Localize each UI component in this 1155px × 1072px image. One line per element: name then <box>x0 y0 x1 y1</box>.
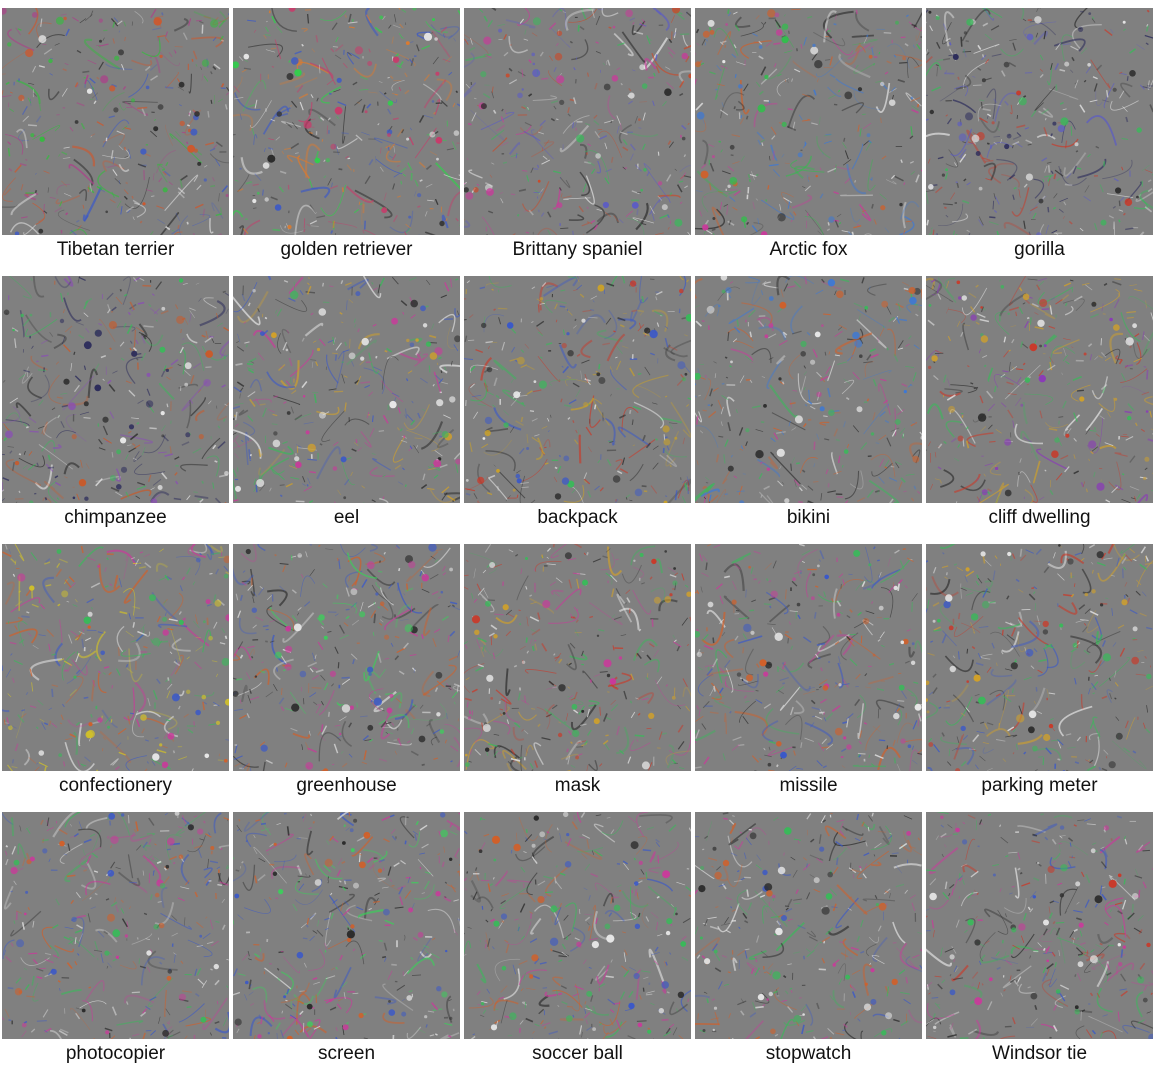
class-cell: Tibetan terrier <box>2 8 229 268</box>
class-label: stopwatch <box>765 1043 852 1064</box>
class-label: screen <box>317 1043 376 1064</box>
class-visualization-image <box>464 8 691 235</box>
class-visualization-image <box>695 8 922 235</box>
class-visualization-image <box>233 812 460 1039</box>
class-label: Tibetan terrier <box>56 239 175 260</box>
class-cell: cliff dwelling <box>926 276 1153 536</box>
class-cell: Arctic fox <box>695 8 922 268</box>
class-visualization-image <box>695 276 922 503</box>
class-label: chimpanzee <box>64 507 167 528</box>
class-label: photocopier <box>65 1043 166 1064</box>
class-visualization-image <box>926 544 1153 771</box>
class-cell: stopwatch <box>695 812 922 1072</box>
class-label: golden retriever <box>280 239 413 260</box>
class-label: bikini <box>786 507 831 528</box>
class-label: greenhouse <box>296 775 397 796</box>
class-cell: soccer ball <box>464 812 691 1072</box>
class-cell: bikini <box>695 276 922 536</box>
class-cell: eel <box>233 276 460 536</box>
class-visualization-image <box>926 8 1153 235</box>
class-label: missile <box>779 775 838 796</box>
class-cell: photocopier <box>2 812 229 1072</box>
class-label: Windsor tie <box>991 1043 1088 1064</box>
class-cell: greenhouse <box>233 544 460 804</box>
class-visualization-image <box>233 544 460 771</box>
class-visualization-image <box>2 276 229 503</box>
class-visualization-image <box>695 544 922 771</box>
class-visualization-image <box>2 8 229 235</box>
class-visualization-image <box>233 8 460 235</box>
class-visualization-grid: Tibetan terrier golden retriever Brittan… <box>2 8 1154 1072</box>
class-label: soccer ball <box>532 1043 623 1064</box>
class-cell: missile <box>695 544 922 804</box>
class-label: mask <box>554 775 601 796</box>
class-cell: confectionery <box>2 544 229 804</box>
class-cell: backpack <box>464 276 691 536</box>
class-cell: screen <box>233 812 460 1072</box>
class-label: gorilla <box>1014 239 1065 260</box>
class-label: eel <box>333 507 360 528</box>
class-visualization-image <box>2 544 229 771</box>
class-label: backpack <box>537 507 618 528</box>
class-visualization-image <box>233 276 460 503</box>
class-cell: Windsor tie <box>926 812 1153 1072</box>
class-label: parking meter <box>981 775 1098 796</box>
class-label: Arctic fox <box>769 239 848 260</box>
class-visualization-image <box>464 812 691 1039</box>
class-visualization-image <box>926 812 1153 1039</box>
class-cell: chimpanzee <box>2 276 229 536</box>
class-visualization-image <box>464 276 691 503</box>
class-label: confectionery <box>58 775 172 796</box>
class-cell: mask <box>464 544 691 804</box>
class-cell: parking meter <box>926 544 1153 804</box>
class-visualization-image <box>464 544 691 771</box>
class-label: Brittany spaniel <box>512 239 643 260</box>
class-cell: Brittany spaniel <box>464 8 691 268</box>
class-visualization-image <box>926 276 1153 503</box>
class-cell: golden retriever <box>233 8 460 268</box>
class-visualization-image <box>2 812 229 1039</box>
class-visualization-image <box>695 812 922 1039</box>
class-label: cliff dwelling <box>988 507 1091 528</box>
class-cell: gorilla <box>926 8 1153 268</box>
